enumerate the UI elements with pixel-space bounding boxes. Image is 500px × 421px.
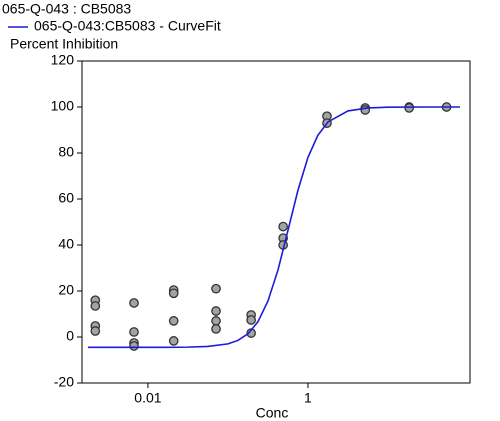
y-tick-label: -20 (54, 374, 74, 390)
data-point (90, 301, 101, 311)
y-tick-label: 120 (51, 52, 75, 68)
data-point (129, 298, 139, 308)
y-tick-label: 80 (58, 144, 74, 160)
data-point (278, 221, 289, 232)
data-point (129, 327, 139, 337)
data-point (211, 283, 221, 294)
data-point (211, 316, 221, 326)
y-tick-label: 100 (51, 98, 75, 114)
plot-frame (81, 60, 471, 384)
chart-title: 065-Q-043 : CB5083 (2, 1, 131, 17)
data-point (211, 306, 221, 316)
fit-curve (87, 106, 460, 349)
data-point (168, 336, 179, 346)
data-point (211, 324, 221, 334)
data-point (129, 341, 139, 351)
y-tick-label: 40 (58, 236, 74, 252)
data-point (168, 288, 179, 299)
data-point (90, 326, 101, 336)
y-tick-label: 60 (58, 190, 74, 206)
data-point (168, 316, 179, 326)
legend-label: 065-Q-043:CB5083 - CurveFit (34, 18, 221, 34)
x-axis-label: Conc (256, 405, 289, 421)
data-point (246, 315, 256, 325)
data-point (360, 105, 371, 115)
y-tick-label: 0 (66, 328, 74, 344)
x-tick-label: 1 (304, 390, 312, 406)
y-axis-label: Percent Inhibition (10, 36, 118, 52)
y-tick-label: 20 (58, 282, 74, 298)
x-tick-label: 0.01 (134, 390, 161, 406)
